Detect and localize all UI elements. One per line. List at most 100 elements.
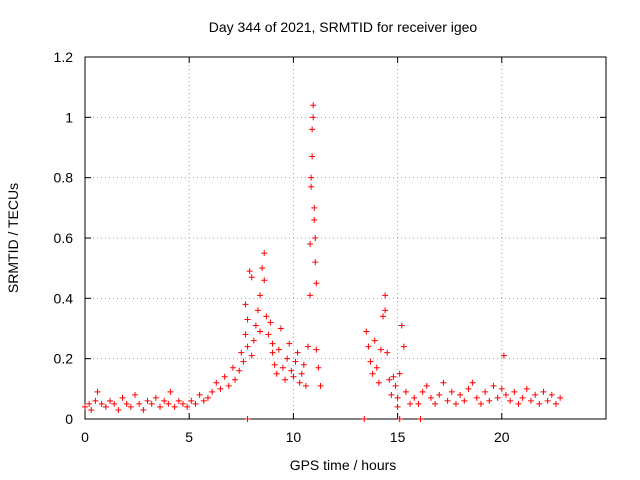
data-point xyxy=(294,349,301,356)
data-point xyxy=(265,331,272,338)
data-point xyxy=(390,373,397,380)
y-tick-label: 1 xyxy=(65,109,73,125)
data-point xyxy=(152,394,159,401)
data-point xyxy=(380,313,387,320)
data-point xyxy=(119,394,126,401)
data-point xyxy=(307,241,314,248)
data-point xyxy=(392,382,399,389)
data-point xyxy=(461,397,468,404)
data-point xyxy=(286,340,293,347)
data-point xyxy=(179,400,186,407)
data-point xyxy=(107,397,114,404)
data-point xyxy=(248,274,255,281)
data-point xyxy=(411,394,418,401)
data-point xyxy=(310,114,317,121)
data-point xyxy=(498,385,505,392)
data-point xyxy=(115,406,122,413)
data-point xyxy=(394,394,401,401)
data-point xyxy=(188,397,195,404)
x-tick-label: 5 xyxy=(185,429,193,445)
data-point xyxy=(312,235,319,241)
data-point xyxy=(367,358,374,365)
data-point xyxy=(457,391,464,398)
data-point xyxy=(309,126,316,133)
x-axis-label: GPS time / hours xyxy=(290,457,397,473)
data-point xyxy=(313,280,320,287)
data-points xyxy=(82,102,564,422)
data-point xyxy=(388,391,395,398)
y-tick-label: 1.2 xyxy=(54,49,74,65)
data-point xyxy=(184,403,191,410)
y-axis-ticks: 0 0.2 0.4 0.6 0.8 1 1.2 xyxy=(54,49,606,427)
data-point xyxy=(175,397,182,404)
data-point xyxy=(540,388,547,395)
x-axis-ticks: 0 5 10 15 20 xyxy=(81,57,510,445)
data-point xyxy=(277,325,284,332)
data-point xyxy=(311,204,318,211)
data-point xyxy=(225,382,232,389)
data-point xyxy=(244,416,251,422)
data-point xyxy=(282,376,289,383)
data-point xyxy=(242,301,249,308)
data-point xyxy=(148,400,155,407)
data-point xyxy=(402,388,409,395)
data-point xyxy=(363,328,370,335)
data-point xyxy=(536,400,543,407)
data-point xyxy=(296,379,303,386)
data-point xyxy=(312,259,319,266)
data-point xyxy=(423,382,430,389)
x-tick-label: 0 xyxy=(81,429,89,445)
data-point xyxy=(192,400,199,407)
data-point xyxy=(532,391,539,398)
data-point xyxy=(382,307,389,314)
data-point xyxy=(302,382,309,389)
data-point xyxy=(269,340,276,347)
data-point xyxy=(171,403,178,410)
data-point xyxy=(238,349,245,356)
data-point xyxy=(417,416,424,422)
data-point xyxy=(221,373,228,380)
data-point xyxy=(394,403,401,410)
data-point xyxy=(157,403,164,410)
data-point xyxy=(273,370,280,377)
data-point xyxy=(271,361,278,368)
y-tick-label: 0 xyxy=(65,411,73,427)
data-point xyxy=(98,400,105,407)
data-point xyxy=(269,349,276,356)
data-point xyxy=(486,397,493,404)
data-point xyxy=(369,370,376,377)
data-point xyxy=(371,337,378,344)
data-point xyxy=(311,216,318,223)
data-point xyxy=(257,328,264,335)
data-point xyxy=(123,400,130,407)
data-point xyxy=(444,397,451,404)
data-point xyxy=(473,394,480,401)
data-point xyxy=(544,397,551,404)
data-point xyxy=(275,346,282,353)
data-point xyxy=(209,388,216,395)
chart-title: Day 344 of 2021, SRMTID for receiver ige… xyxy=(209,19,478,35)
data-point xyxy=(375,379,382,386)
y-tick-label: 0.2 xyxy=(54,351,74,367)
data-point xyxy=(111,400,118,407)
y-axis-label: SRMTID / TECUs xyxy=(5,183,21,293)
data-point xyxy=(232,376,239,383)
y-tick-label: 0.8 xyxy=(54,170,74,186)
data-point xyxy=(436,391,443,398)
data-point xyxy=(490,382,497,389)
data-point xyxy=(407,400,414,407)
data-point xyxy=(229,364,236,371)
data-point xyxy=(292,358,299,365)
x-tick-label: 20 xyxy=(494,429,510,445)
data-point xyxy=(511,388,518,395)
data-point xyxy=(400,343,407,350)
data-point xyxy=(494,394,501,401)
data-point xyxy=(252,322,259,329)
data-point xyxy=(127,403,134,410)
data-point xyxy=(427,394,434,401)
data-point xyxy=(315,364,322,371)
data-point xyxy=(502,391,509,398)
data-point xyxy=(384,349,391,356)
data-point xyxy=(308,174,315,181)
